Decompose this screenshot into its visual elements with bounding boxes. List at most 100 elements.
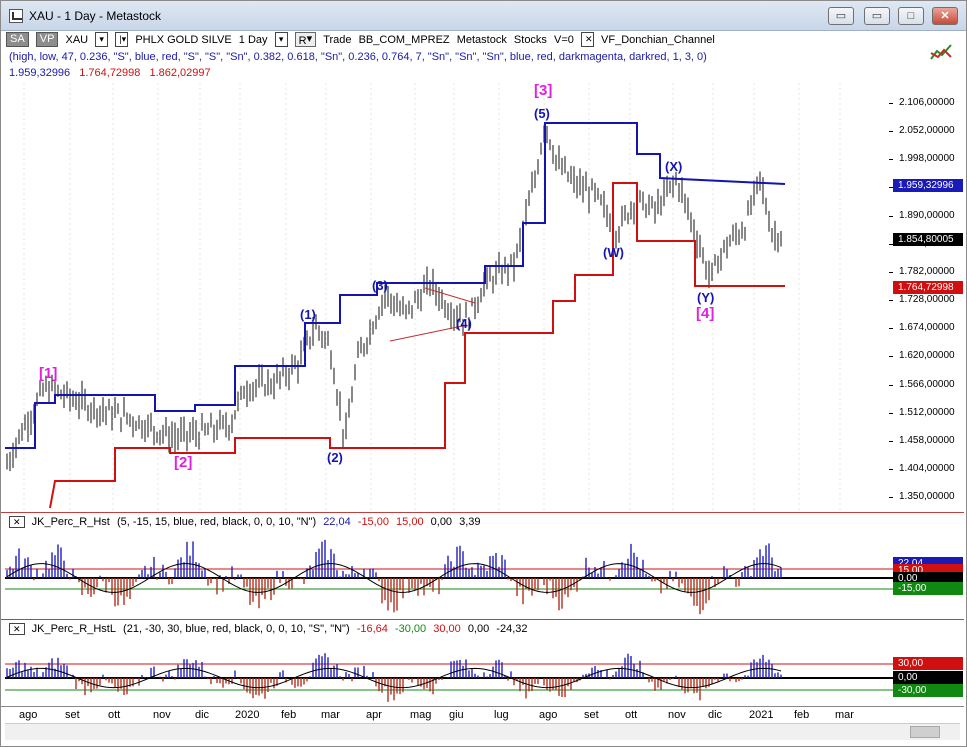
pane-divider-1[interactable] <box>1 512 964 513</box>
price-tick-label: 1.512,00000 <box>889 407 963 418</box>
indicator1-close-icon[interactable]: ✕ <box>9 516 25 528</box>
restore-button[interactable]: ▭ <box>864 7 890 25</box>
indicator1-value-5: 3,39 <box>459 516 481 528</box>
date-tick-label: 2020 <box>235 709 260 721</box>
close-button[interactable]: ✕ <box>932 7 958 25</box>
date-tick-label: ott <box>625 709 638 721</box>
chart-toolbar: SA VP XAU ▾ |▾ PHLX GOLD SILVE 1 Day ▾ R… <box>6 32 719 48</box>
indicator2-value-4: 0,00 <box>467 623 490 635</box>
source-label: Metastock <box>456 34 507 46</box>
date-tick-label: mar <box>835 709 854 721</box>
wave-label-minor-x: (X) <box>665 159 683 174</box>
value-upper: 1.959,32996 <box>9 67 71 79</box>
indicator1-badge-3: 0,00 <box>893 572 963 585</box>
date-tick-label: dic <box>708 709 723 721</box>
indicator1-value-3: 15,00 <box>396 516 424 528</box>
badge-lower: 1.764,72998 <box>893 281 963 294</box>
pane-divider-2[interactable] <box>1 619 964 620</box>
badge-upper: 1.959,32996 <box>893 179 963 192</box>
date-tick-label: feb <box>794 709 810 721</box>
indicator2-value-1: -16,64 <box>356 623 388 635</box>
date-tick-label: set <box>584 709 599 721</box>
close-indicator-icon[interactable]: ✕ <box>580 32 594 47</box>
price-tick-label: 1.998,00000 <box>889 153 963 164</box>
price-tick-label: 1.566,00000 <box>889 379 963 390</box>
date-tick-label: nov <box>668 709 686 721</box>
indicator2-badge-1: 30,00 <box>893 657 963 670</box>
indicator2-chart[interactable] <box>5 638 893 706</box>
indicator2-params: (21, -30, 30, blue, red, black, 0, 0, 10… <box>123 623 350 635</box>
price-tick-label: 1.458,00000 <box>889 435 963 446</box>
value-mid: 1.862,02997 <box>149 67 211 79</box>
horizontal-scrollbar[interactable] <box>5 723 960 740</box>
wave-label-minor-3: (3) <box>372 278 388 293</box>
triangle-lower-line <box>389 324 468 342</box>
indicator2-close-icon[interactable]: ✕ <box>9 623 25 635</box>
indicator2-label: JK_Perc_R_HstL <box>31 623 116 635</box>
period-dropdown-icon[interactable]: ▾ <box>274 32 288 47</box>
security-name: PHLX GOLD SILVE <box>135 34 232 46</box>
price-tick-label: 1.620,00000 <box>889 350 963 361</box>
security-selector-icon[interactable]: |▾ <box>115 32 129 47</box>
price-tick-label: 2.106,00000 <box>889 97 963 108</box>
price-tick-label: 1.890,00000 <box>889 210 963 221</box>
indicator1-params: (5, -15, 15, blue, red, black, 0, 0, 10,… <box>116 516 317 528</box>
indicator1-badge-4: -15,00 <box>893 582 963 595</box>
indicator2-header: ✕ JK_Perc_R_HstL (21, -30, 30, blue, red… <box>9 623 532 636</box>
wave-label-minor-1: (1) <box>300 307 316 322</box>
indicator2-badge-3: -30,00 <box>893 684 963 697</box>
price-tick-label: 1.404,00000 <box>889 463 963 474</box>
date-tick-label: giu <box>449 709 464 721</box>
price-tick-label: 1.674,00000 <box>889 322 963 333</box>
scrollbar-thumb[interactable] <box>910 726 940 738</box>
date-tick-label: lug <box>494 709 509 721</box>
title-bar[interactable]: XAU - 1 Day - Metastock ▭ ▭ □ ✕ <box>1 1 966 31</box>
sa-button[interactable]: SA <box>6 32 29 47</box>
indicator-values: 1.959,32996 1.764,72998 1.862,02997 <box>9 67 217 79</box>
indicator1-value-4: 0,00 <box>430 516 453 528</box>
wave-label-minor-5: (5) <box>534 106 550 121</box>
maximize-button[interactable]: □ <box>898 7 924 25</box>
vp-button[interactable]: VP <box>35 32 59 47</box>
indicator2-badge-2: 0,00 <box>893 671 963 684</box>
value-lower: 1.764,72998 <box>79 67 141 79</box>
badge-last: 1.854,80005 <box>893 233 963 246</box>
wave-label-major-3: [3] <box>534 82 553 99</box>
wave-label-minor-4: (4) <box>456 316 472 331</box>
price-chart[interactable] <box>5 83 893 511</box>
date-tick-label: dic <box>195 709 210 721</box>
wave-label-minor-y: (Y) <box>697 290 715 305</box>
price-axis[interactable]: 2.106,000002.052,000001.998,000001.944,0… <box>889 83 963 511</box>
wave-label-minor-w: (W) <box>603 245 624 260</box>
price-tick-label: 1.350,00000 <box>889 491 963 502</box>
minimize-button[interactable]: ▭ <box>828 7 854 25</box>
indicator1-value-2: -15,00 <box>357 516 389 528</box>
date-tick-label: ago <box>19 709 38 721</box>
trade-label[interactable]: Trade <box>323 34 352 46</box>
date-axis[interactable]: ago set ott nov dic 2020 feb mar apr mag giu lug ago… <box>5 707 893 723</box>
indicator1-chart[interactable] <box>5 531 893 617</box>
window-title: XAU - 1 Day - Metastock <box>29 9 162 23</box>
price-tick-label: 1.782,00000 <box>889 266 963 277</box>
price-tick-label: 2.052,00000 <box>889 125 963 136</box>
date-tick-label: nov <box>153 709 171 721</box>
r-button[interactable]: R▾ <box>294 32 317 47</box>
date-tick-label: set <box>65 709 80 721</box>
indicator2-value-5: -24,32 <box>496 623 528 635</box>
price-tick-label: 1.728,00000 <box>889 294 963 305</box>
xaxis-divider <box>1 706 964 707</box>
period-label: 1 Day <box>238 34 268 46</box>
indicator2-value-3: 30,00 <box>433 623 461 635</box>
indicator1-label: JK_Perc_R_Hst <box>31 516 110 528</box>
upper-channel-line <box>5 122 786 449</box>
symbol-dropdown-icon[interactable]: ▾ <box>95 32 109 47</box>
v-value: V=0 <box>554 34 574 46</box>
indicator1-value-1: 22,04 <box>323 516 351 528</box>
date-tick-label: 2021 <box>749 709 774 721</box>
trend-icon[interactable] <box>929 41 955 63</box>
expert-label: BB_COM_MPREZ <box>358 34 450 46</box>
wave-label-major-1: [1] <box>39 365 58 382</box>
date-tick-label: apr <box>366 709 382 721</box>
wave-label-major-4: [4] <box>696 305 715 322</box>
indicator1-header: ✕ JK_Perc_R_Hst (5, -15, 15, blue, red, … <box>9 516 485 529</box>
